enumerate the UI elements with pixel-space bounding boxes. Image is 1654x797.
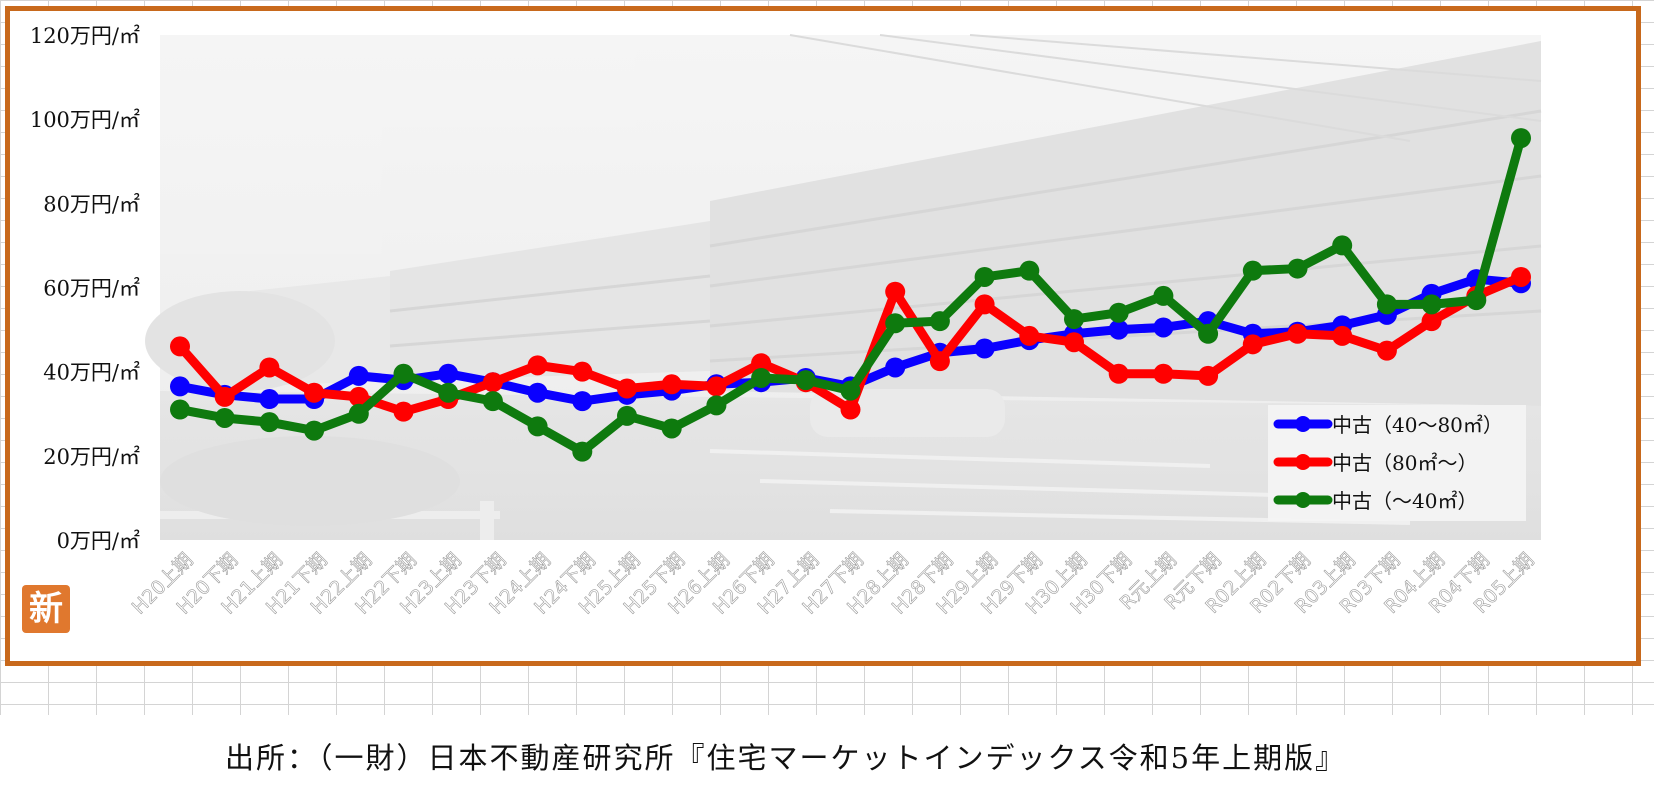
source-caption: 出所：（一財）日本不動産研究所『住宅マーケットインデックス令和5年上期版』 [225, 741, 1347, 775]
data-point [974, 338, 995, 359]
series-1 [170, 266, 1531, 422]
y-tick-label: 60万円/㎡ [43, 277, 140, 301]
legend-swatch-marker [1295, 416, 1311, 432]
data-point [1064, 309, 1084, 330]
data-point [1019, 260, 1040, 281]
data-point [795, 370, 816, 391]
y-tick-label: 0万円/㎡ [57, 529, 140, 553]
data-point [1287, 323, 1308, 344]
data-point [482, 372, 503, 393]
data-point [170, 336, 190, 357]
y-tick-label: 20万円/㎡ [43, 445, 140, 469]
data-point [1153, 285, 1174, 306]
watermark-badge: 新 [22, 585, 70, 633]
legend-label: 中古（～40㎡） [1332, 489, 1477, 513]
data-point [751, 353, 772, 374]
data-point [706, 376, 727, 397]
data-point [617, 405, 637, 426]
data-point [259, 357, 280, 378]
data-point [1108, 363, 1129, 384]
data-point [1511, 128, 1531, 149]
data-point [304, 420, 325, 441]
data-point [974, 294, 995, 315]
data-point [1153, 363, 1174, 384]
chart-frame: 0万円/㎡ 20万円/㎡ 40万円/㎡ 60万円/㎡ 80万円/㎡ 100万円/㎡ 120万… [5, 6, 1641, 666]
data-point [840, 380, 861, 401]
legend-swatch-marker [1295, 454, 1311, 470]
data-point [527, 382, 548, 403]
data-point [348, 365, 369, 386]
data-point [661, 418, 682, 439]
data-point [393, 363, 414, 384]
data-point [1153, 317, 1174, 338]
data-point [1242, 260, 1263, 281]
data-point [1511, 266, 1531, 287]
y-tick-label: 100万円/㎡ [30, 108, 140, 132]
legend-label: 中古（40～80㎡） [1332, 413, 1503, 437]
legend-label: 中古（80㎡～） [1332, 451, 1477, 475]
data-point [348, 403, 369, 424]
data-point [1198, 365, 1219, 386]
data-point [214, 407, 235, 428]
y-tick-label: 80万円/㎡ [43, 192, 140, 216]
data-point [974, 266, 995, 287]
data-point [1376, 294, 1397, 315]
data-point [1242, 334, 1263, 355]
data-point [527, 355, 548, 376]
data-point [661, 374, 682, 395]
data-point [572, 361, 593, 382]
y-tick-label: 120万円/㎡ [30, 24, 140, 48]
data-point [1108, 302, 1129, 323]
y-tick-label: 40万円/㎡ [43, 361, 140, 385]
data-point [1064, 332, 1084, 353]
data-point [885, 313, 906, 334]
data-point [259, 412, 280, 433]
data-point [1376, 340, 1397, 361]
data-point [214, 386, 235, 407]
line-chart: 0万円/㎡ 20万円/㎡ 40万円/㎡ 60万円/㎡ 80万円/㎡ 100万円/㎡ 120万… [30, 24, 1542, 619]
data-point [885, 357, 906, 378]
data-point [1287, 258, 1308, 279]
data-point [438, 382, 459, 403]
data-point [885, 281, 906, 302]
x-axis: H20上期H20下期H21上期H21下期H22上期H22下期H23上期H23下期… [128, 549, 1539, 619]
data-point [929, 311, 950, 332]
data-point [1198, 323, 1219, 344]
y-axis: 0万円/㎡ 20万円/㎡ 40万円/㎡ 60万円/㎡ 80万円/㎡ 100万円/㎡ 120万… [30, 24, 140, 553]
data-point [304, 382, 325, 403]
data-point [1019, 325, 1040, 346]
background-photo [145, 34, 1542, 540]
data-point [751, 367, 772, 388]
data-point [482, 391, 503, 412]
legend: 中古（40～80㎡） 中古（80㎡～） 中古（～40㎡） [1268, 405, 1526, 521]
data-point [706, 395, 727, 416]
data-point [170, 376, 190, 397]
series-layer [170, 128, 1531, 462]
series-2 [170, 128, 1531, 462]
data-point [438, 363, 459, 384]
data-point [840, 399, 861, 420]
data-point [393, 401, 414, 422]
data-point [1332, 325, 1353, 346]
data-point [259, 389, 280, 410]
data-point [527, 416, 548, 437]
data-point [617, 378, 637, 399]
data-point [1332, 235, 1353, 256]
legend-swatch-marker [1295, 492, 1311, 508]
data-point [1421, 294, 1442, 315]
data-point [348, 386, 369, 407]
data-point [1421, 311, 1442, 332]
data-point [929, 351, 950, 372]
data-point [572, 441, 593, 462]
data-point [572, 391, 593, 412]
data-point [170, 399, 190, 420]
data-point [1466, 290, 1487, 311]
data-point [1108, 319, 1129, 340]
